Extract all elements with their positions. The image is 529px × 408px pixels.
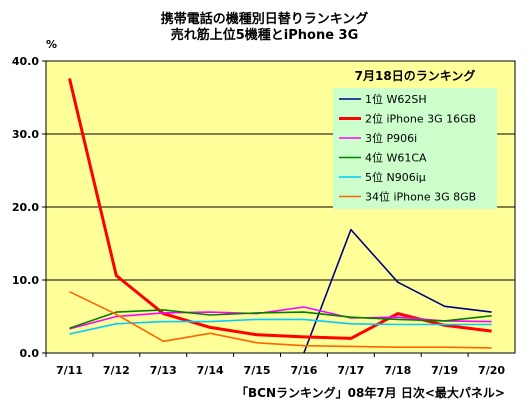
chart-title: 携帯電話の機種別日替りランキング bbox=[160, 12, 369, 27]
x-tick-label: 7/17 bbox=[337, 364, 364, 377]
legend-label: 5位 N906iμ bbox=[365, 170, 426, 184]
x-tick-label: 7/15 bbox=[244, 364, 271, 377]
legend-label: 34位 iPhone 3G 8GB bbox=[365, 190, 476, 204]
x-tick-label: 7/11 bbox=[56, 364, 83, 377]
x-tick-label: 7/18 bbox=[384, 364, 411, 377]
y-axis: 0.0 10.0 20.0 30.0 40.0 bbox=[12, 55, 46, 360]
series-line-5 bbox=[69, 318, 492, 335]
legend: 7月18日のランキング 1位 W62SH 2位 iPhone 3G 16GB 3位 P… bbox=[333, 68, 497, 209]
chart-subtitle: 売れ筋上位5機種とiPhone 3G bbox=[170, 28, 359, 43]
legend-label: 1位 W62SH bbox=[365, 92, 427, 106]
x-tick-label: 7/12 bbox=[103, 364, 130, 377]
series-lines bbox=[68, 78, 492, 354]
y-tick-label: 30.0 bbox=[12, 128, 39, 141]
series-line-6 bbox=[69, 290, 492, 349]
legend-box bbox=[333, 88, 497, 209]
y-tick-label: 40.0 bbox=[12, 55, 39, 68]
source-note: 「BCNランキング」08年7月 日次<最大パネル> bbox=[236, 386, 505, 400]
y-tick-label: 0.0 bbox=[20, 347, 40, 360]
y-tick-label: 20.0 bbox=[12, 201, 39, 214]
x-tick-label: 7/19 bbox=[431, 364, 458, 377]
x-axis: 7/11 7/12 7/13 7/14 7/15 7/16 7/17 7/18 7/19 7/20 bbox=[45, 353, 505, 377]
series-line-1 bbox=[303, 228, 492, 354]
x-tick-label: 7/13 bbox=[150, 364, 177, 377]
x-tick-label: 7/14 bbox=[197, 364, 224, 377]
legend-title: 7月18日のランキング bbox=[355, 68, 476, 83]
x-tick-label: 7/20 bbox=[478, 364, 505, 377]
legend-label: 3位 P906i bbox=[365, 131, 417, 145]
legend-label: 2位 iPhone 3G 16GB bbox=[365, 112, 476, 126]
x-tick-label: 7/16 bbox=[290, 364, 317, 377]
series-line-3 bbox=[69, 306, 492, 330]
y-unit-label: % bbox=[46, 38, 58, 51]
y-tick-label: 10.0 bbox=[12, 274, 39, 287]
legend-label: 4位 W61CA bbox=[365, 151, 427, 165]
series-line-4 bbox=[69, 309, 492, 329]
